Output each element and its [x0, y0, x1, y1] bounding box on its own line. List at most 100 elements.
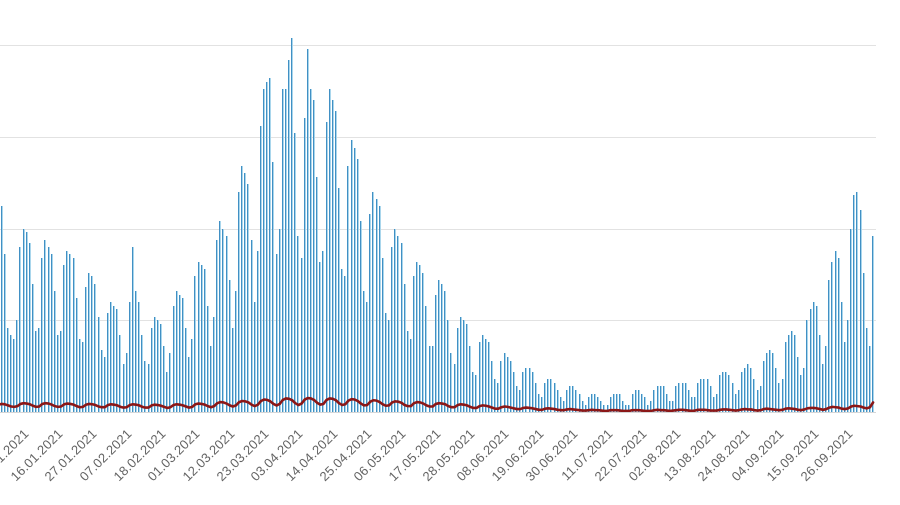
bar: [200, 265, 203, 412]
bar: [100, 349, 103, 412]
bar: [872, 235, 875, 412]
bar: [284, 89, 287, 412]
bar: [334, 111, 337, 412]
bar: [13, 338, 16, 412]
bar: [862, 272, 865, 412]
bar: [478, 342, 481, 412]
bar: [203, 268, 206, 412]
bar: [178, 294, 181, 412]
bar: [556, 389, 559, 412]
bar: [110, 301, 113, 412]
bar: [794, 334, 796, 412]
bar: [703, 378, 706, 412]
bar: [88, 272, 91, 412]
bar: [19, 246, 22, 412]
bar: [628, 404, 631, 412]
bar: [250, 239, 253, 412]
bar: [843, 342, 846, 412]
bar: [519, 389, 522, 412]
bar: [650, 400, 653, 412]
bar: [328, 89, 331, 412]
bar: [640, 393, 643, 412]
bar: [781, 378, 784, 412]
bar: [172, 305, 175, 412]
bar: [69, 254, 72, 412]
bar: [347, 166, 350, 412]
bar: [41, 257, 44, 412]
bar: [175, 290, 178, 412]
bar: [431, 345, 434, 412]
bar: [675, 386, 678, 412]
bar: [725, 371, 728, 412]
bar: [216, 239, 219, 412]
gridline: [0, 136, 876, 138]
bar: [637, 389, 640, 412]
bar: [38, 327, 41, 412]
bar: [47, 246, 50, 412]
bar: [615, 393, 618, 412]
bar: [491, 360, 494, 412]
bar: [128, 301, 131, 412]
bar: [578, 393, 581, 412]
bar: [247, 184, 250, 412]
bar: [66, 250, 69, 412]
bar: [853, 195, 856, 412]
bar: [35, 331, 38, 412]
bar: [325, 122, 328, 412]
bar: [213, 316, 216, 412]
bar: [219, 221, 222, 412]
bar: [238, 191, 241, 412]
bar: [369, 213, 372, 412]
bar: [815, 305, 818, 412]
bar: [812, 301, 815, 412]
bar: [734, 393, 737, 412]
bar: [709, 386, 712, 412]
bar: [125, 353, 128, 412]
bar: [363, 290, 366, 412]
bar: [44, 239, 47, 412]
bar: [116, 309, 119, 412]
bar: [818, 334, 821, 412]
bar: [3, 254, 6, 412]
bar: [94, 283, 97, 412]
bar: [85, 287, 88, 412]
bar: [113, 305, 116, 412]
bar: [712, 397, 715, 412]
bar: [181, 298, 184, 412]
bar: [406, 331, 409, 412]
bar: [78, 338, 81, 412]
bar: [859, 210, 862, 412]
bar: [865, 327, 868, 412]
bar: [659, 386, 662, 412]
bar: [119, 334, 122, 412]
bar: [453, 364, 456, 412]
bar: [366, 301, 369, 412]
bar: [591, 393, 593, 412]
bar: [656, 386, 659, 412]
bar: [619, 393, 622, 412]
bar: [662, 386, 665, 412]
bar: [603, 404, 606, 412]
bar: [97, 316, 100, 412]
bar: [278, 228, 281, 412]
bar: [719, 375, 722, 412]
bar: [441, 283, 444, 412]
bar: [241, 166, 244, 412]
bar: [787, 334, 790, 412]
bar: [790, 331, 793, 412]
bar: [60, 331, 63, 412]
bar: [166, 371, 169, 412]
bar: [759, 386, 762, 412]
bar: [516, 386, 519, 412]
bar: [669, 400, 672, 412]
bar: [185, 327, 187, 412]
bar: [103, 356, 106, 412]
bar: [597, 397, 600, 412]
bar: [594, 393, 597, 412]
bar: [681, 382, 684, 412]
bar: [647, 404, 650, 412]
bar: [581, 400, 584, 412]
bar: [419, 265, 422, 412]
